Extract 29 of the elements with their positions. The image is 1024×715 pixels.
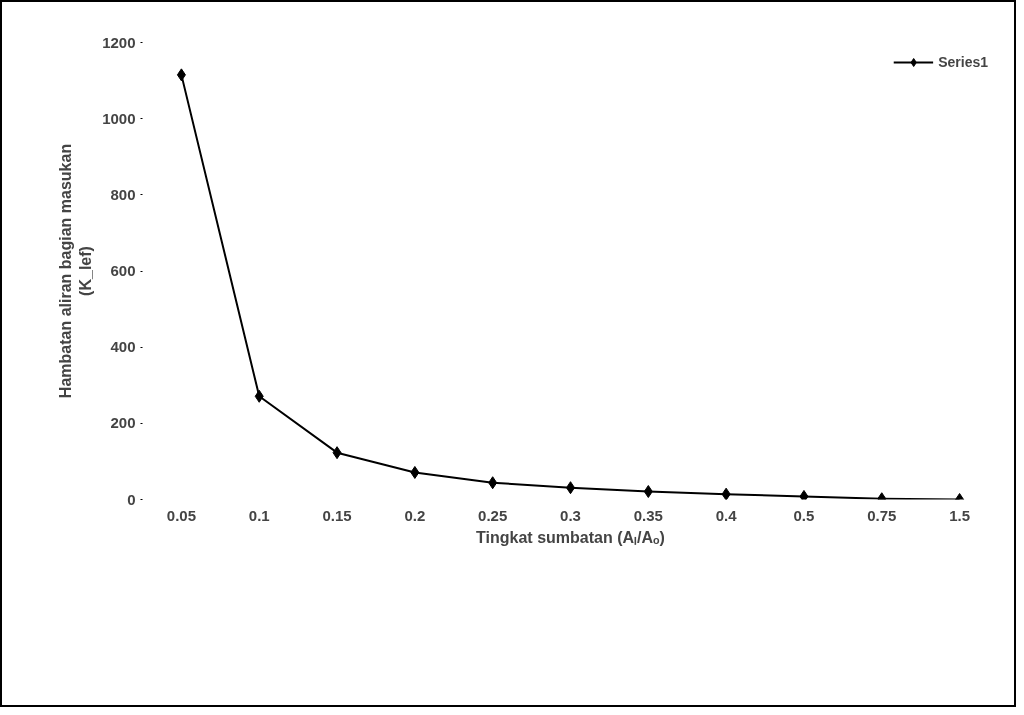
- y-tick-label: 1200: [102, 33, 136, 51]
- x-tick-label: 0.1: [248, 506, 270, 524]
- x-tick-label: 0.2: [404, 506, 426, 524]
- x-tick-label: 0.15: [322, 506, 352, 524]
- legend-label: Series1: [938, 54, 988, 70]
- point: [721, 487, 731, 500]
- point: [410, 465, 420, 479]
- x-tick-label: 0.5: [793, 506, 815, 524]
- x-tick-label: 0.25: [478, 506, 508, 524]
- y-tick-label: 800: [110, 185, 136, 203]
- x-tick-label: 0.3: [560, 506, 581, 524]
- y-tick-label: 600: [110, 262, 136, 279]
- point: [799, 489, 809, 500]
- point: [254, 389, 264, 403]
- y-axis-title: Hambatan aliran bagian masukan (K_lef): [56, 143, 95, 399]
- y-tick-label: 200: [110, 414, 136, 432]
- point: [643, 485, 653, 498]
- y-tick-label: 400: [110, 338, 136, 356]
- x-tick-label: 0.05: [166, 506, 197, 524]
- point: [488, 476, 498, 490]
- x-tick-label: 0.4: [715, 506, 738, 524]
- point: [176, 68, 186, 82]
- x-tick-label: 1.5: [949, 506, 971, 524]
- point: [332, 446, 342, 460]
- x-tick-label: 0.75: [867, 506, 897, 524]
- y-tick-label: 0: [127, 490, 136, 508]
- x-tick-label: 0.35: [633, 506, 663, 524]
- x-axis-title: Tingkat sumbatan (Aₗ/Aₒ): [476, 528, 665, 546]
- y-tick-label: 1000: [102, 109, 136, 127]
